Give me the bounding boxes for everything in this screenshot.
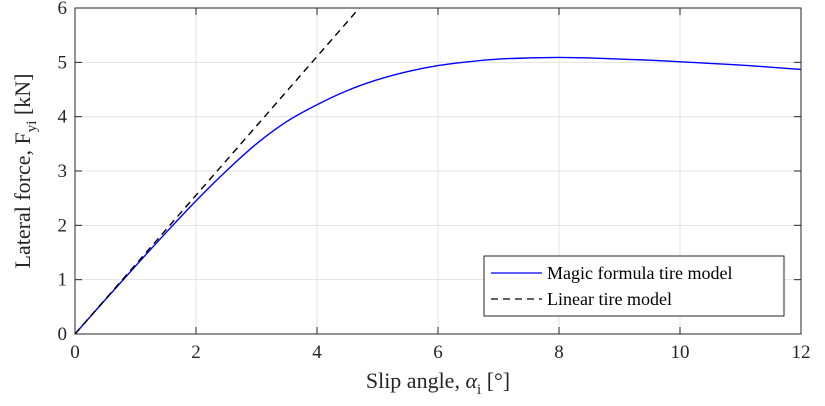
series-layer [74, 7, 802, 335]
x-tick-label: 2 [191, 342, 201, 363]
y-tick-label: 5 [58, 52, 68, 73]
x-axis-label: Slip angle, αi [°] [366, 368, 510, 398]
y-tick-label: 0 [58, 324, 68, 345]
x-tick-label: 0 [70, 342, 80, 363]
series-line-linear-tire-model [74, 7, 360, 335]
legend-label-linear: Linear tire model [547, 289, 672, 309]
y-tick-label: 1 [58, 270, 68, 291]
y-tick-label: 2 [58, 215, 68, 236]
x-tick-label: 8 [554, 342, 564, 363]
y-tick-label: 4 [58, 107, 68, 128]
x-tick-label: 4 [312, 342, 322, 363]
x-tick-label: 10 [671, 342, 690, 363]
legend-box [483, 255, 785, 317]
x-tick-label: 6 [433, 342, 443, 363]
y-axis-label: Lateral force, Fyi [kN] [10, 74, 40, 269]
legend-label-magic-formula: Magic formula tire model [547, 263, 732, 283]
series-line-magic-formula-tire-model [74, 56, 802, 335]
x-tick-label: 12 [792, 342, 811, 363]
y-tick-label: 3 [58, 161, 68, 182]
y-tick-label: 6 [58, 0, 68, 19]
legend: Magic formula tire model Linear tire mod… [483, 255, 785, 317]
